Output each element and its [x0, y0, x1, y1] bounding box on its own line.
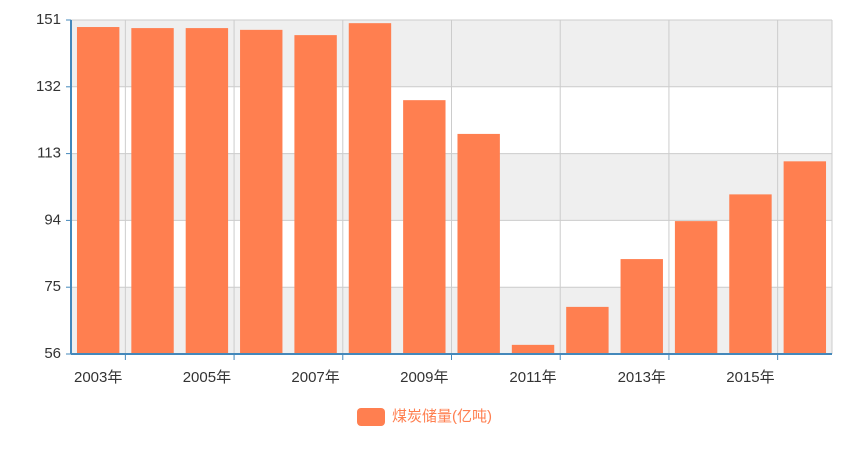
x-tick-label: 2009年 [400, 369, 448, 386]
bar [185, 28, 229, 355]
bar [131, 28, 174, 355]
y-tick-label: 56 [44, 345, 61, 362]
legend-label: 煤炭储量(亿吨) [392, 408, 492, 425]
bar [511, 344, 555, 354]
bar [294, 35, 337, 355]
x-tick-label: 2011年 [509, 369, 556, 386]
x-tick-label: 2003年 [74, 369, 122, 386]
x-tick-label: 2005年 [183, 369, 231, 386]
legend-swatch [357, 408, 385, 426]
bar [783, 161, 827, 354]
y-tick-label: 75 [44, 278, 61, 295]
bar [348, 23, 392, 354]
y-tick-label: 94 [44, 211, 61, 228]
x-tick-label: 2015年 [726, 369, 774, 386]
bar [403, 100, 446, 354]
y-tick-label: 151 [36, 11, 61, 28]
bar [674, 221, 718, 354]
y-tick-label: 113 [37, 145, 61, 162]
bar [76, 27, 120, 354]
x-tick-label: 2007年 [291, 369, 339, 386]
x-tick-label: 2013年 [618, 369, 666, 386]
y-tick-label: 132 [36, 78, 61, 95]
bar [457, 133, 500, 354]
bar [729, 194, 772, 354]
bar [620, 259, 663, 354]
bar [566, 306, 609, 354]
bar [240, 29, 283, 355]
